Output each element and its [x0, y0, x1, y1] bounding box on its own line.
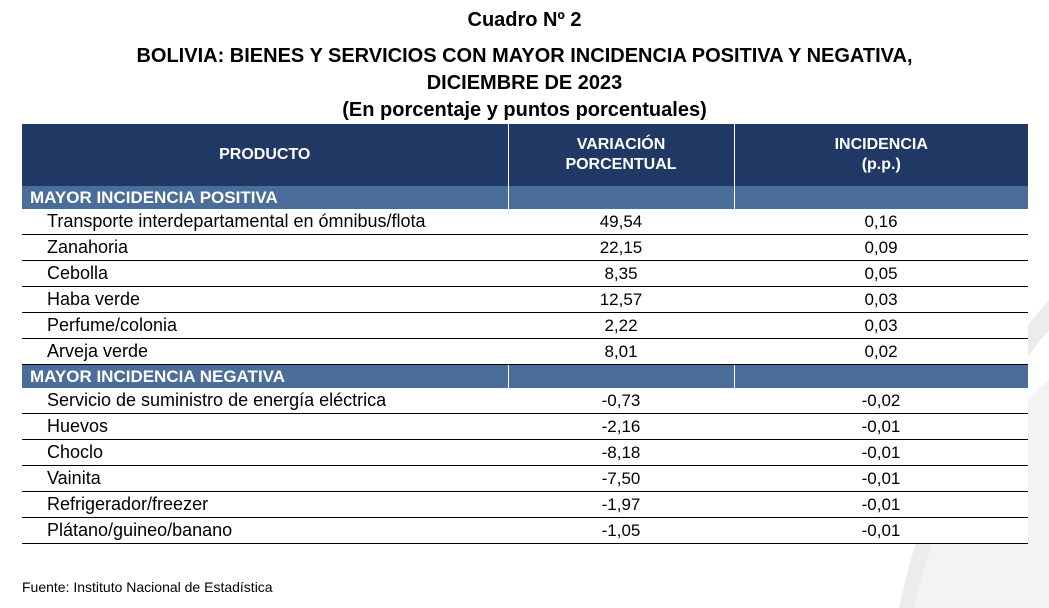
product-cell: Choclo: [22, 439, 508, 466]
header-variacion: VARIACIÓN PORCENTUAL: [508, 124, 735, 186]
table-row: Perfume/colonia 2,22 0,03: [22, 312, 1028, 339]
variation-cell: 12,57: [508, 286, 734, 313]
table-row: Huevos -2,16 -0,01: [22, 413, 1028, 440]
table-row: Zanahoria 22,15 0,09: [22, 234, 1028, 261]
table-subtitle: (En porcentaje y puntos porcentuales): [342, 99, 707, 121]
variation-cell: 8,35: [508, 260, 734, 287]
product-cell: Cebolla: [22, 260, 508, 287]
table-number: Cuadro Nº 2: [467, 9, 582, 31]
table-title-date: DICIEMBRE DE 2023: [426, 72, 623, 94]
variation-cell: 2,22: [508, 312, 734, 339]
variation-cell: -7,50: [508, 465, 734, 492]
incidence-cell: -0,01: [734, 491, 1028, 518]
product-cell: Arveja verde: [22, 338, 508, 365]
section-label: MAYOR INCIDENCIA POSITIVA: [22, 186, 509, 209]
section-negative: MAYOR INCIDENCIA NEGATIVA: [22, 364, 1028, 388]
table-row: Refrigerador/freezer -1,97 -0,01: [22, 491, 1028, 518]
header-incidencia: INCIDENCIA (p.p.): [734, 124, 1028, 186]
variation-cell: -0,73: [508, 388, 734, 414]
variation-cell: -8,18: [508, 439, 734, 466]
product-cell: Huevos: [22, 413, 508, 440]
incidence-cell: -0,01: [734, 517, 1028, 544]
product-cell: Transporte interdepartamental en ómnibus…: [22, 209, 508, 235]
incidence-cell: 0,03: [734, 286, 1028, 313]
product-cell: Refrigerador/freezer: [22, 491, 508, 518]
incidence-cell: 0,03: [734, 312, 1028, 339]
header-producto: PRODUCTO: [22, 124, 509, 186]
product-cell: Servicio de suministro de energía eléctr…: [22, 388, 508, 414]
incidence-cell: 0,05: [734, 260, 1028, 287]
product-cell: Plátano/guineo/banano: [22, 517, 508, 544]
incidence-cell: -0,01: [734, 465, 1028, 492]
incidence-cell: -0,01: [734, 439, 1028, 466]
incidence-cell: -0,02: [734, 388, 1028, 414]
section-positive: MAYOR INCIDENCIA POSITIVA: [22, 186, 1028, 209]
table-row: Cebolla 8,35 0,05: [22, 260, 1028, 287]
table-row: Haba verde 12,57 0,03: [22, 286, 1028, 313]
table-row: Vainita -7,50 -0,01: [22, 465, 1028, 492]
incidence-cell: 0,16: [734, 209, 1028, 235]
product-cell: Zanahoria: [22, 234, 508, 261]
product-cell: Vainita: [22, 465, 508, 492]
variation-cell: -1,97: [508, 491, 734, 518]
product-cell: Haba verde: [22, 286, 508, 313]
product-cell: Perfume/colonia: [22, 312, 508, 339]
table-row: Arveja verde 8,01 0,02: [22, 338, 1028, 365]
variation-cell: -1,05: [508, 517, 734, 544]
variation-cell: -2,16: [508, 413, 734, 440]
header-row: PRODUCTO VARIACIÓN PORCENTUAL INCIDENCIA(…: [22, 124, 1028, 186]
table-row: Choclo -8,18 -0,01: [22, 439, 1028, 466]
table-row: Servicio de suministro de energía eléctr…: [22, 388, 1028, 414]
table-row: Plátano/guineo/banano -1,05 -0,01: [22, 517, 1028, 544]
variation-cell: 8,01: [508, 338, 734, 365]
variation-cell: 49,54: [508, 209, 734, 235]
table-row: Transporte interdepartamental en ómnibus…: [22, 209, 1028, 235]
variation-cell: 22,15: [508, 234, 734, 261]
incidence-cell: -0,01: [734, 413, 1028, 440]
incidence-table: PRODUCTO VARIACIÓN PORCENTUAL INCIDENCIA(…: [22, 124, 1028, 544]
table-title: BOLIVIA: BIENES Y SERVICIOS CON MAYOR IN…: [136, 45, 913, 67]
section-label: MAYOR INCIDENCIA NEGATIVA: [22, 364, 509, 388]
source-note: Fuente: Instituto Nacional de Estadístic…: [22, 579, 273, 595]
incidence-cell: 0,09: [734, 234, 1028, 261]
incidence-cell: 0,02: [734, 338, 1028, 365]
